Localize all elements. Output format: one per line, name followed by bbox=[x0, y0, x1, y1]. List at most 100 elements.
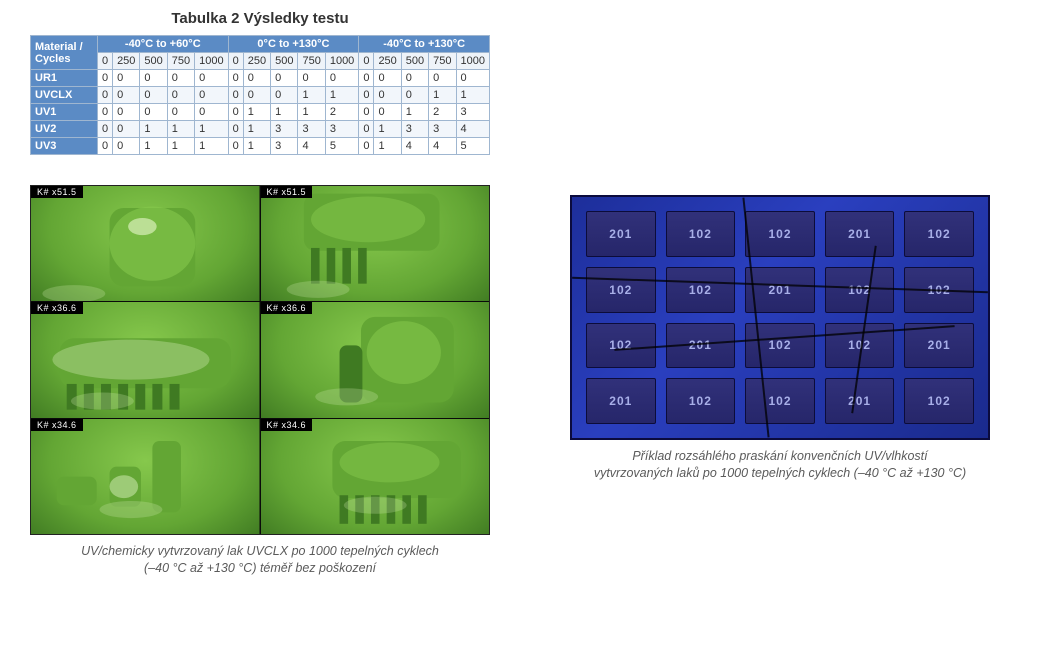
cell: 0 bbox=[374, 70, 401, 87]
cell: 0 bbox=[97, 121, 112, 138]
cycle-header: 1000 bbox=[456, 53, 489, 70]
cell: 3 bbox=[325, 121, 358, 138]
panel-zoom-label: K# x34.6 bbox=[31, 419, 83, 431]
left-caption-l2: (–40 °C až +130 °C) téměř bez poškození bbox=[144, 561, 376, 575]
cell: 0 bbox=[374, 104, 401, 121]
smd-resistor: 102 bbox=[666, 211, 736, 257]
cell: 1 bbox=[456, 87, 489, 104]
cell: 1 bbox=[298, 87, 325, 104]
smd-resistor: 201 bbox=[825, 378, 895, 424]
cell: 0 bbox=[97, 87, 112, 104]
cell: 0 bbox=[97, 104, 112, 121]
cell: 0 bbox=[140, 70, 167, 87]
cell: 0 bbox=[325, 70, 358, 87]
smd-resistor: 201 bbox=[586, 378, 656, 424]
cell: 1 bbox=[374, 138, 401, 155]
cell: 0 bbox=[97, 138, 112, 155]
cell: 3 bbox=[298, 121, 325, 138]
cell: 0 bbox=[429, 70, 456, 87]
panel-zoom-label: K# x36.6 bbox=[261, 302, 313, 314]
table-title: Tabulka 2 Výsledky testu bbox=[30, 10, 490, 27]
smd-resistor: 102 bbox=[586, 323, 656, 369]
cell: 0 bbox=[140, 87, 167, 104]
cell: 1 bbox=[374, 121, 401, 138]
cell: 5 bbox=[325, 138, 358, 155]
smd-resistor: 102 bbox=[745, 378, 815, 424]
cell: 0 bbox=[113, 104, 140, 121]
panel-zoom-label: K# x51.5 bbox=[261, 186, 313, 198]
cycle-header: 250 bbox=[374, 53, 401, 70]
right-image: 2011021022011021021022011021021022011021… bbox=[570, 195, 990, 440]
group-1: 0°C to +130°C bbox=[228, 36, 359, 53]
cell: 1 bbox=[167, 121, 194, 138]
cell: 0 bbox=[359, 121, 374, 138]
cell: 0 bbox=[359, 104, 374, 121]
row-label: UR1 bbox=[31, 70, 98, 87]
cell: 0 bbox=[228, 104, 243, 121]
cycle-header: 0 bbox=[359, 53, 374, 70]
cell: 0 bbox=[228, 121, 243, 138]
cycle-header: 500 bbox=[140, 53, 167, 70]
cycle-header: 250 bbox=[113, 53, 140, 70]
cycle-header: 0 bbox=[97, 53, 112, 70]
cell: 3 bbox=[271, 121, 298, 138]
cell: 0 bbox=[167, 104, 194, 121]
cell: 1 bbox=[243, 104, 270, 121]
cell: 1 bbox=[195, 121, 228, 138]
left-caption: UV/chemicky vytvrzovaný lak UVCLX po 100… bbox=[30, 543, 490, 577]
cell: 4 bbox=[298, 138, 325, 155]
cycles-row: 0250500750100002505007501000025050075010… bbox=[31, 53, 490, 70]
cell: 4 bbox=[456, 121, 489, 138]
cell: 1 bbox=[271, 104, 298, 121]
coating-panel: K# x36.6 bbox=[261, 302, 490, 417]
row-label: UV3 bbox=[31, 138, 98, 155]
cell: 0 bbox=[97, 70, 112, 87]
cell: 1 bbox=[325, 87, 358, 104]
smd-resistor: 201 bbox=[825, 211, 895, 257]
cell: 1 bbox=[140, 121, 167, 138]
cell: 1 bbox=[298, 104, 325, 121]
coating-panel: K# x51.5 bbox=[31, 186, 260, 301]
smd-resistor: 102 bbox=[666, 378, 736, 424]
cell: 0 bbox=[228, 138, 243, 155]
cell: 3 bbox=[401, 121, 428, 138]
cell: 1 bbox=[429, 87, 456, 104]
cell: 3 bbox=[456, 104, 489, 121]
cell: 5 bbox=[456, 138, 489, 155]
cell: 2 bbox=[325, 104, 358, 121]
cell: 0 bbox=[113, 138, 140, 155]
coating-panel: K# x34.6 bbox=[261, 419, 490, 534]
cycle-header: 0 bbox=[228, 53, 243, 70]
right-caption-l2: vytvrzovaných laků po 1000 tepelných cyk… bbox=[594, 466, 966, 480]
group-0: -40°C to +60°C bbox=[97, 36, 228, 53]
cell: 4 bbox=[429, 138, 456, 155]
cell: 0 bbox=[167, 70, 194, 87]
smd-resistor: 102 bbox=[904, 211, 974, 257]
cell: 0 bbox=[140, 104, 167, 121]
cell: 0 bbox=[243, 70, 270, 87]
cell: 3 bbox=[429, 121, 456, 138]
cell: 0 bbox=[271, 87, 298, 104]
cell: 0 bbox=[401, 70, 428, 87]
row-label: UV2 bbox=[31, 121, 98, 138]
cell: 2 bbox=[429, 104, 456, 121]
cell: 0 bbox=[298, 70, 325, 87]
smd-resistor: 201 bbox=[586, 211, 656, 257]
cycle-header: 750 bbox=[298, 53, 325, 70]
right-caption-l1: Příklad rozsáhlého praskání konvenčních … bbox=[632, 449, 927, 463]
smd-resistor: 102 bbox=[904, 378, 974, 424]
row-label: UV1 bbox=[31, 104, 98, 121]
cell: 0 bbox=[243, 87, 270, 104]
results-table: Material / Cycles -40°C to +60°C 0°C to … bbox=[30, 35, 490, 155]
cycle-header: 750 bbox=[429, 53, 456, 70]
coating-panel: K# x34.6 bbox=[31, 419, 260, 534]
cell: 0 bbox=[167, 87, 194, 104]
group-2: -40°C to +130°C bbox=[359, 36, 490, 53]
cycle-header: 750 bbox=[167, 53, 194, 70]
cell: 0 bbox=[195, 87, 228, 104]
cell: 1 bbox=[243, 138, 270, 155]
cell: 1 bbox=[167, 138, 194, 155]
panel-zoom-label: K# x51.5 bbox=[31, 186, 83, 198]
cell: 1 bbox=[401, 104, 428, 121]
cell: 0 bbox=[113, 70, 140, 87]
